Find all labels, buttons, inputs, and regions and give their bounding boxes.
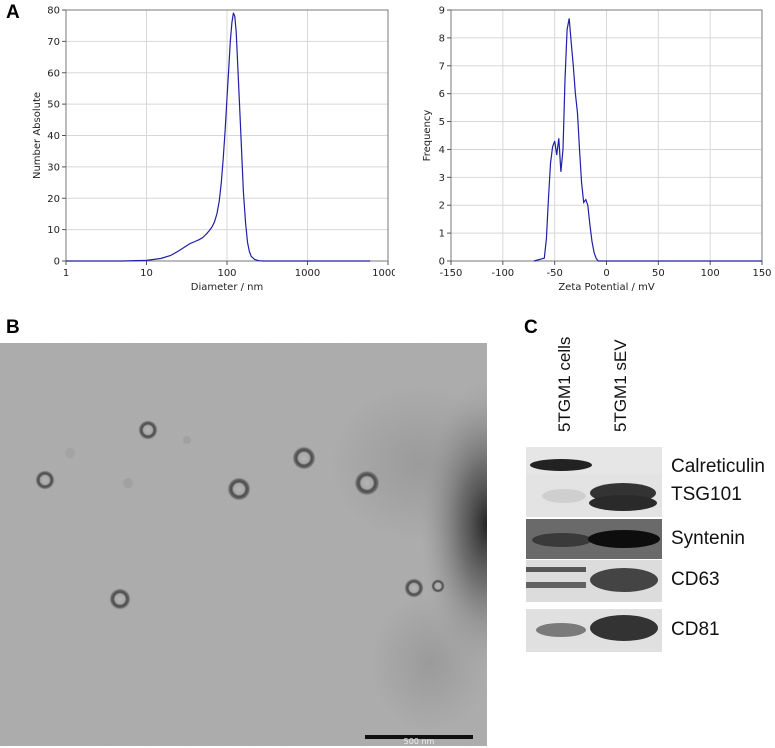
y-tick-label: 40 <box>47 131 60 142</box>
zeta-potential-chart: -150 -100 -50 0 50 100 150 0 1 2 3 4 5 6 7 8 9 Zeta Poten… <box>422 6 772 294</box>
x-tick-label: 10 <box>140 268 153 279</box>
blot-syntenin-band <box>526 519 662 559</box>
protein-label-syntenin: Syntenin <box>671 528 745 549</box>
x-tick-label: 100 <box>217 268 236 279</box>
x-tick-label: 150 <box>752 268 771 279</box>
y-axis-label: Number Absolute <box>32 92 43 179</box>
y-axis-label: Frequency <box>422 110 433 162</box>
y-tick-label: 6 <box>439 89 445 100</box>
y-tick-label: 10 <box>47 225 60 236</box>
y-tick-label: 0 <box>439 257 445 268</box>
y-tick-label: 50 <box>47 100 60 111</box>
x-tick-label: 100 <box>701 268 720 279</box>
blot-cd63 <box>526 560 662 602</box>
y-tick-label: 8 <box>439 33 445 44</box>
y-tick-label: 9 <box>439 6 445 17</box>
panel-label-a: A <box>6 2 20 23</box>
y-tick-label: 60 <box>47 68 60 79</box>
protein-label-cd63: CD63 <box>671 569 720 590</box>
x-tick-label: -50 <box>546 268 562 279</box>
y-tick-label: 1 <box>439 229 445 240</box>
panel-label-b: B <box>6 317 20 338</box>
panel-label-c: C <box>524 317 538 338</box>
y-tick-label: 70 <box>47 37 60 48</box>
x-tick-label: -150 <box>440 268 463 279</box>
y-tick-label: 20 <box>47 194 60 205</box>
y-tick-label: 3 <box>439 173 445 184</box>
protein-label-calreticulin: Calreticulin <box>671 456 765 477</box>
series-line-0 <box>66 12 371 262</box>
y-tick-label: 80 <box>47 6 60 17</box>
lane-label-cells: 5TGM1 cells <box>555 336 574 432</box>
x-tick-label: 50 <box>652 268 665 279</box>
y-tick-label: 2 <box>439 201 445 212</box>
blot-cd81 <box>526 609 662 652</box>
y-tick-label: 0 <box>54 257 60 268</box>
y-tick-label: 30 <box>47 162 60 173</box>
tem-micrograph: 500 nm <box>0 343 487 746</box>
blot-tsg101 <box>526 474 662 517</box>
scale-bar: 500 nm <box>365 735 473 746</box>
scale-bar-label: 500 nm <box>404 737 435 746</box>
x-axis-label: Diameter / nm <box>191 282 264 293</box>
x-tick-label: -100 <box>491 268 514 279</box>
lane-label-sev: 5TGM1 sEV <box>611 339 630 432</box>
vesicles <box>35 420 445 610</box>
y-tick-label: 7 <box>439 61 445 72</box>
x-tick-label: 1000 <box>295 268 320 279</box>
x-axis-label: Zeta Potential / mV <box>558 282 655 293</box>
protein-label-cd81: CD81 <box>671 619 720 640</box>
x-tick-label: 1 <box>63 268 69 279</box>
x-tick-label: 0 <box>603 268 609 279</box>
series-line-0 <box>533 18 762 262</box>
protein-label-tsg101: TSG101 <box>671 484 742 505</box>
y-tick-label: 5 <box>439 117 445 128</box>
y-tick-label: 4 <box>439 145 445 156</box>
